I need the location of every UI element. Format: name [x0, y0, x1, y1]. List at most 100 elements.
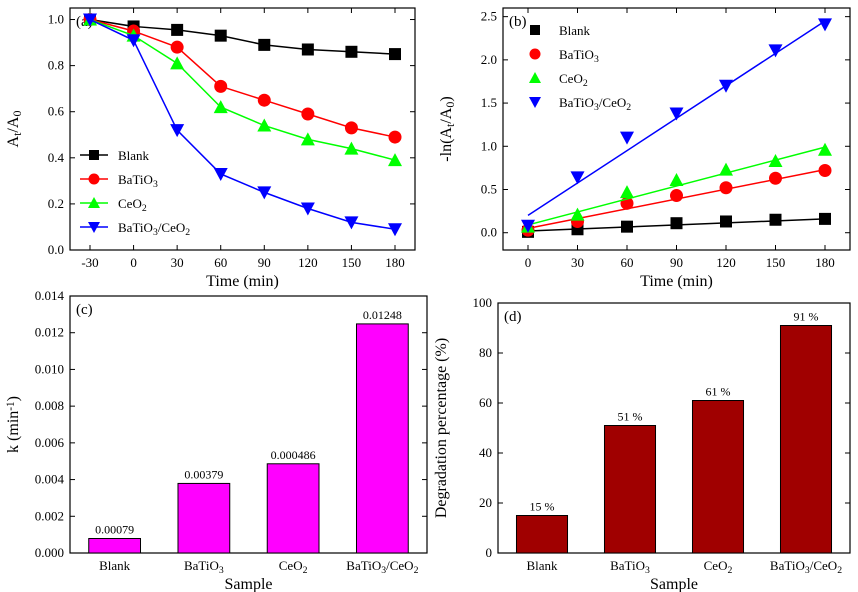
legend: Blank BaTiO3 CeO2 BaTiO3/CeO2 — [529, 23, 631, 113]
legend-marker — [88, 173, 100, 185]
x-tick-label: 0 — [130, 255, 137, 270]
x-axis-label: Time (min) — [640, 273, 713, 290]
y-tick-label: 1.0 — [48, 12, 64, 27]
y-tick-label: 0.5 — [481, 182, 497, 197]
legend-marker — [529, 48, 541, 60]
legend-entry-label: BaTiO3/CeO2 — [118, 220, 190, 238]
data-point — [171, 23, 184, 36]
chart-c: k (min-1) Sample (c) 0.000 0.002 0.004 0.006 0.… — [5, 288, 428, 592]
x-tick-label: -30 — [81, 255, 98, 270]
y-tick-label: 2.5 — [481, 9, 497, 24]
bar-data-label: 51 % — [618, 410, 643, 424]
plot-frame — [69, 7, 416, 251]
x-tick-label: BaTiO3 — [184, 558, 224, 576]
y-tick-label: 2.0 — [481, 52, 497, 67]
data-point — [620, 131, 634, 145]
x-tick-label: 120 — [716, 255, 736, 270]
bar-ceo2 — [691, 400, 745, 554]
series-batio3 — [83, 13, 402, 144]
y-tick-label: 0.004 — [35, 472, 65, 487]
y-tick-label: 80 — [479, 345, 492, 360]
series-blank — [522, 212, 831, 238]
data-point — [300, 202, 315, 216]
data-point — [388, 223, 402, 237]
chart-b: -ln(At/A0) Time (min) (b) 0.0 0.5 1.0 1.5 2.0 2.… — [438, 7, 851, 290]
bar-data-label: 61 % — [706, 385, 731, 399]
data-point — [719, 181, 733, 195]
data-point — [620, 185, 634, 199]
x-tick-label: BaTiO3/CeO2 — [770, 558, 842, 576]
x-tick-label: Blank — [99, 558, 131, 573]
data-point — [257, 186, 272, 200]
data-point — [213, 100, 228, 114]
x-tick-label: CeO2 — [704, 558, 733, 576]
data-point — [521, 219, 535, 233]
legend-marker — [89, 150, 99, 160]
data-point — [389, 48, 401, 61]
data-point — [819, 212, 831, 225]
data-point — [257, 118, 272, 132]
data-point — [669, 107, 684, 121]
y-tick-label: 40 — [479, 445, 492, 460]
data-point — [621, 220, 633, 233]
data-point — [345, 45, 358, 58]
legend-entry-label: CeO2 — [118, 196, 147, 214]
data-point — [719, 162, 733, 176]
legend-entry-label: CeO2 — [559, 71, 588, 89]
legend-marker — [529, 72, 541, 83]
legend-marker — [529, 97, 541, 108]
bar-data-label: 15 % — [530, 500, 555, 514]
y-tick-label: 0.008 — [35, 398, 64, 413]
data-point — [818, 18, 832, 32]
legend-entry-label: Blank — [559, 23, 591, 38]
y-tick-label: 100 — [473, 295, 493, 310]
data-point — [818, 163, 832, 177]
bar-blank — [515, 515, 569, 554]
x-tick-label: 60 — [214, 255, 227, 270]
y-axis-label: At/A0 — [5, 111, 24, 148]
data-point — [300, 132, 315, 146]
data-point — [257, 93, 271, 107]
x-tick-label: 0 — [525, 255, 532, 270]
data-point — [170, 40, 184, 54]
x-tick-label: 30 — [171, 255, 184, 270]
y-tick-label: 1.0 — [481, 138, 497, 153]
x-tick-label: BaTiO3 — [610, 558, 650, 576]
data-point — [670, 217, 683, 230]
legend-entry-label: BaTiO3 — [559, 47, 599, 65]
x-axis-label: Time (min) — [206, 273, 279, 290]
x-tick-label: 150 — [766, 255, 786, 270]
x-tick-label: 180 — [385, 255, 405, 270]
series-line — [89, 18, 396, 161]
data-point — [670, 189, 683, 203]
series-line — [89, 18, 396, 230]
y-tick-label: 0.012 — [35, 325, 64, 340]
data-point — [170, 124, 185, 138]
data-point — [769, 171, 782, 185]
bar-data-label: 91 % — [794, 310, 819, 324]
plot-frame — [502, 7, 851, 251]
series-line — [89, 18, 396, 55]
series-ceo2 — [521, 142, 832, 233]
data-point — [214, 29, 227, 42]
y-tick-label: 0.0 — [48, 242, 64, 257]
data-point — [768, 44, 783, 58]
data-point — [258, 38, 271, 51]
data-point — [214, 79, 228, 93]
y-tick-label: 20 — [479, 495, 492, 510]
bar-data-label: 0.000486 — [271, 448, 316, 462]
data-point — [669, 172, 684, 186]
x-tick-label: 30 — [571, 255, 584, 270]
x-tick-label: BaTiO3/CeO2 — [346, 558, 418, 576]
legend-marker — [88, 197, 100, 208]
y-tick-label: 0.006 — [35, 435, 65, 450]
panel-label: (c) — [76, 302, 93, 318]
legend-entry-label: Blank — [118, 148, 150, 163]
data-point — [720, 215, 732, 228]
plot-frame — [497, 302, 851, 554]
data-point — [301, 43, 314, 56]
x-axis-label: Sample — [225, 576, 273, 592]
y-tick-label: 0 — [486, 545, 493, 560]
bar-batio3-ceo2 — [779, 325, 833, 554]
